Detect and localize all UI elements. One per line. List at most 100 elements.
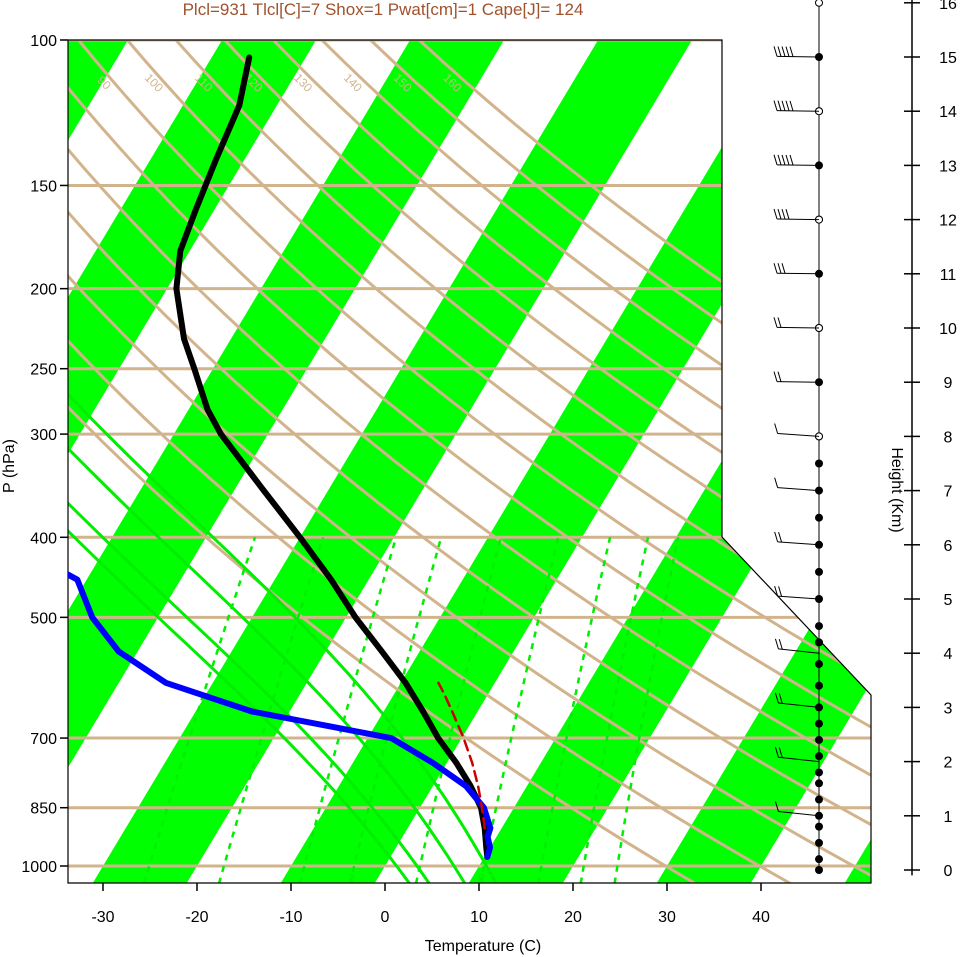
wind-barb-flag bbox=[777, 46, 782, 57]
wind-barb-flag bbox=[777, 263, 782, 274]
wind-barb-flag bbox=[778, 747, 783, 758]
mixing-ratio-line bbox=[217, 536, 325, 883]
wind-level-dot bbox=[815, 768, 823, 777]
x-tick-label: 10 bbox=[470, 909, 488, 926]
wind-barb-flag bbox=[785, 154, 790, 166]
wind-barb-shaft bbox=[778, 756, 820, 763]
mixing-ratio-label: 8 bbox=[478, 872, 485, 886]
wind-barb-flag bbox=[785, 46, 790, 57]
wind-barb-shaft bbox=[778, 648, 820, 654]
plot-frame bbox=[67, 39, 872, 884]
wind-barb-flag bbox=[781, 208, 786, 220]
wind-barb-shaft bbox=[777, 164, 820, 166]
height-axis-title: Height (Km) bbox=[888, 447, 905, 532]
height-tick-label: 1 bbox=[944, 809, 953, 826]
dry-adiabat bbox=[68, 40, 871, 883]
wind-profile bbox=[773, 0, 823, 874]
wind-barb-flag bbox=[773, 154, 778, 165]
dry-adiabat bbox=[68, 40, 871, 883]
y-tick-label: 150 bbox=[30, 178, 57, 195]
wind-level-dot bbox=[815, 822, 823, 831]
moist-adiabat bbox=[68, 322, 431, 883]
wind-barb-flag bbox=[774, 692, 779, 704]
wind-barb-flag bbox=[781, 154, 786, 166]
isotherm-band bbox=[92, 40, 693, 883]
wind-barb-flag bbox=[773, 263, 778, 274]
height-tick-label: 5 bbox=[944, 592, 953, 609]
height-tick-label: 2 bbox=[944, 755, 953, 772]
wind-level-dot bbox=[815, 779, 823, 788]
wind-barb-flag bbox=[781, 263, 786, 274]
wind-level-open-dot bbox=[815, 0, 823, 7]
x-tick-label: 0 bbox=[381, 909, 390, 926]
height-tick-label: 3 bbox=[944, 700, 953, 717]
x-tick-label: 40 bbox=[752, 909, 770, 926]
wind-barb-shaft bbox=[777, 110, 820, 112]
wind-level-dot bbox=[815, 660, 823, 669]
wind-barb-flag bbox=[777, 208, 782, 220]
height-tick-label: 9 bbox=[944, 375, 953, 392]
height-tick-label: 15 bbox=[939, 50, 957, 67]
height-tick-label: 7 bbox=[944, 484, 953, 501]
x-axis-title: Temperature (C) bbox=[425, 938, 541, 955]
wind-barb-shaft bbox=[777, 541, 820, 546]
wind-barb-flag bbox=[777, 317, 782, 328]
wind-barb-flag bbox=[773, 46, 778, 57]
x-axis: -30 -20 -10 0 10 20 30 40 bbox=[91, 883, 770, 926]
dry-adiabat bbox=[174, 40, 871, 883]
wind-barb-flag bbox=[774, 638, 779, 649]
height-tick-label: 0 bbox=[944, 863, 953, 880]
y-tick-label: 400 bbox=[30, 530, 57, 547]
mixing-ratio-line bbox=[579, 537, 650, 883]
y-axis: 100 150 200 250 300 400 500 700 850 1000 bbox=[21, 33, 68, 876]
moist-adiabat bbox=[68, 321, 498, 883]
wind-barb-flag bbox=[774, 585, 779, 597]
x-tick-label: -10 bbox=[279, 909, 302, 926]
wind-barb-flag bbox=[773, 100, 778, 111]
wind-barb-flag bbox=[778, 639, 783, 650]
x-tick-label: 20 bbox=[564, 909, 582, 926]
wind-barb-flag bbox=[777, 100, 782, 111]
wind-level-dot bbox=[815, 622, 823, 631]
y-tick-label: 850 bbox=[30, 801, 57, 818]
parcel-profile-line bbox=[437, 681, 486, 830]
wind-barb-flag bbox=[774, 747, 779, 758]
chart-title: Plcl=931 Tlcl[C]=7 Shox=1 Pwat[cm]=1 Cap… bbox=[183, 0, 584, 19]
dry-adiabat bbox=[77, 40, 871, 883]
wind-barb-flag bbox=[789, 100, 794, 111]
wind-barb-flag bbox=[773, 371, 778, 382]
wind-level-dot bbox=[815, 719, 823, 728]
height-tick-label: 12 bbox=[939, 213, 957, 230]
x-tick-label: -20 bbox=[185, 909, 208, 926]
isotherm-band bbox=[68, 40, 317, 883]
wind-level-dot bbox=[815, 752, 823, 761]
moist-adiabat bbox=[68, 322, 467, 883]
wind-barb-flag bbox=[785, 209, 790, 220]
y-axis-title: P (hPa) bbox=[1, 439, 18, 493]
wind-level-dot bbox=[815, 681, 823, 690]
y-tick-label: 1000 bbox=[21, 859, 57, 876]
dry-adiabat bbox=[68, 40, 871, 883]
dry-adiabat bbox=[369, 40, 871, 883]
height-tick-label: 6 bbox=[944, 538, 953, 555]
wind-barb-flag bbox=[785, 100, 790, 111]
isotherm-band bbox=[68, 40, 505, 883]
mixing-ratio-line bbox=[142, 536, 257, 883]
wind-barb-flag bbox=[777, 154, 782, 166]
wind-barb-flag bbox=[774, 531, 779, 543]
height-tick-label: 16 bbox=[939, 0, 957, 13]
y-tick-label: 250 bbox=[30, 362, 57, 379]
moist-adiabat bbox=[68, 322, 411, 883]
moist-adiabats: 12162432 bbox=[0, 321, 498, 883]
wind-barb-flag bbox=[777, 371, 782, 382]
wind-barb-flag bbox=[773, 208, 778, 220]
y-tick-label: 300 bbox=[30, 427, 57, 444]
wind-level-dot bbox=[815, 795, 823, 804]
y-tick-label: 200 bbox=[30, 282, 57, 299]
wind-barb-shaft bbox=[777, 272, 820, 275]
moist-adiabat-label: 32 bbox=[0, 326, 9, 340]
wind-barb-shaft bbox=[777, 55, 820, 58]
